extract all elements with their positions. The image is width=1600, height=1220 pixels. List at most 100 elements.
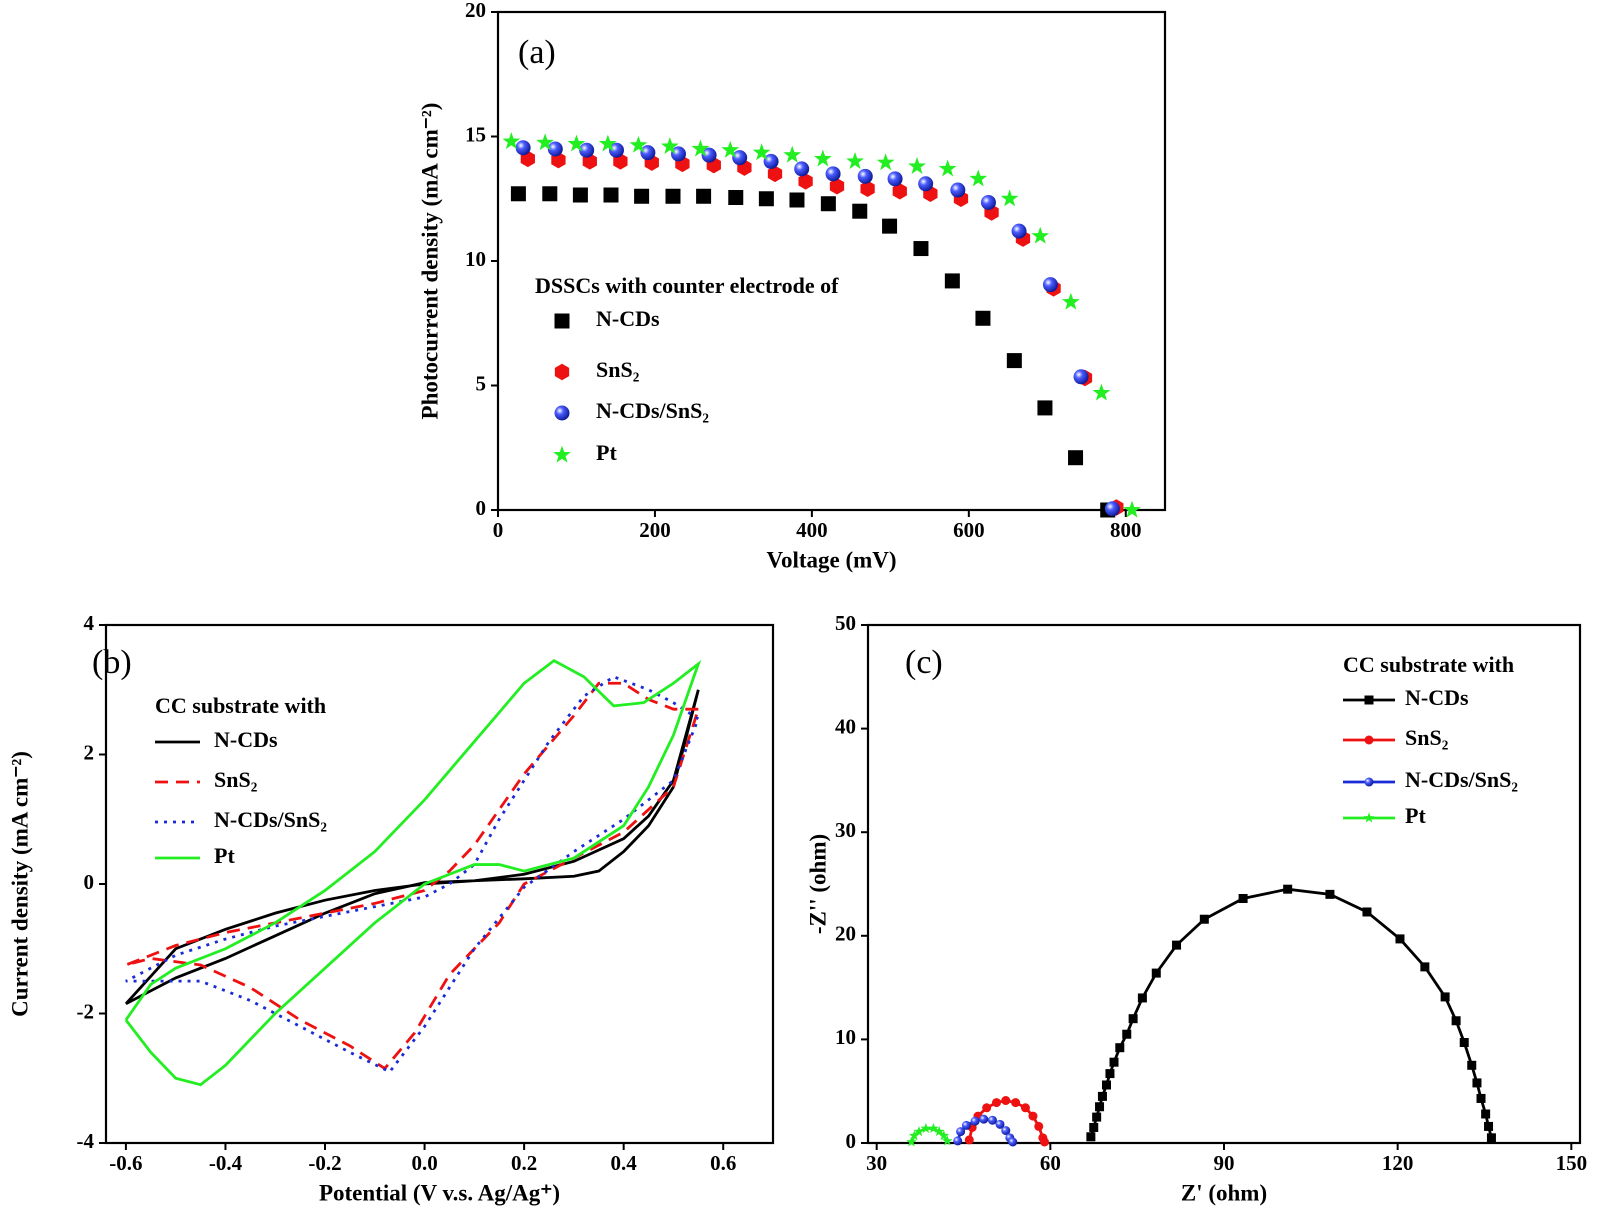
series-line: [124, 689, 700, 1006]
x-tick-label: 200: [639, 518, 671, 542]
marker: [670, 146, 686, 162]
marker: [1011, 1098, 1021, 1108]
marker: [1006, 353, 1022, 369]
marker: [1040, 1137, 1050, 1147]
y-axis-label: -Z'' (ohm): [805, 834, 830, 934]
marker: [829, 178, 845, 195]
legend-marker: [1364, 735, 1374, 745]
marker: [975, 310, 991, 326]
marker: [995, 1119, 1005, 1129]
marker: [1440, 992, 1450, 1002]
x-tick-label: 150: [1556, 1151, 1588, 1175]
x-tick-label: -0.4: [209, 1151, 243, 1175]
marker: [933, 1125, 945, 1137]
marker: [987, 1115, 997, 1125]
marker: [1128, 1014, 1138, 1024]
marker: [1001, 1126, 1011, 1136]
x-tick-label: 120: [1382, 1151, 1414, 1175]
marker: [1105, 1069, 1115, 1079]
marker: [691, 139, 710, 157]
marker: [1172, 940, 1182, 950]
marker: [547, 141, 563, 157]
x-tick-label: 0.0: [411, 1151, 437, 1175]
legend-label: SnS₂: [214, 767, 258, 792]
marker: [1481, 1109, 1491, 1119]
marker: [634, 188, 650, 204]
marker: [979, 1114, 989, 1124]
marker: [701, 147, 717, 163]
y-tick-label: 15: [465, 122, 486, 146]
marker: [789, 192, 805, 208]
legend-marker: [1364, 695, 1374, 705]
marker: [1151, 968, 1161, 978]
y-tick-label: -4: [77, 1129, 95, 1153]
marker: [1137, 993, 1147, 1003]
x-tick-label: 0.6: [710, 1151, 736, 1175]
marker: [763, 153, 779, 169]
marker: [1459, 1038, 1469, 1048]
y-tick-label: 0: [846, 1129, 857, 1153]
series-line: [124, 658, 702, 1087]
marker: [629, 135, 648, 153]
marker: [1109, 1057, 1119, 1067]
marker: [1028, 1111, 1038, 1121]
y-tick-label: 10: [835, 1025, 856, 1049]
marker: [1283, 884, 1293, 894]
marker: [1068, 450, 1084, 466]
marker: [918, 176, 934, 192]
x-tick-label: 600: [953, 518, 985, 542]
marker: [964, 1135, 974, 1145]
marker: [1486, 1133, 1496, 1143]
marker: [938, 1130, 950, 1141]
x-tick-label: 0.4: [611, 1151, 638, 1175]
marker: [980, 194, 996, 210]
marker: [928, 1122, 939, 1134]
marker: [1061, 292, 1080, 310]
marker: [1325, 889, 1335, 899]
y-tick-label: 5: [476, 371, 487, 395]
x-tick-label: 0.2: [511, 1151, 537, 1175]
marker: [1115, 1043, 1125, 1053]
panel-label: (a): [518, 34, 556, 71]
x-tick-label: 400: [796, 518, 828, 542]
panel-label: (c): [905, 644, 943, 681]
x-tick-label: 30: [866, 1151, 887, 1175]
series-line: [125, 675, 700, 1074]
x-axis-label: Potential (V v.s. Ag/Ag⁺): [319, 1180, 560, 1205]
marker: [882, 218, 898, 234]
marker: [783, 145, 802, 163]
marker: [515, 140, 531, 156]
marker: [640, 145, 656, 161]
legend-label: Pt: [1405, 803, 1426, 828]
marker: [696, 188, 712, 204]
marker: [603, 187, 619, 203]
marker: [950, 182, 966, 198]
marker: [941, 1135, 953, 1146]
marker: [846, 152, 864, 169]
legend-marker: [554, 405, 570, 421]
marker: [1000, 189, 1019, 207]
marker: [1395, 934, 1405, 944]
y-tick-label: 40: [835, 714, 856, 738]
marker: [1095, 1102, 1105, 1112]
marker: [913, 241, 929, 257]
series-line: [125, 681, 700, 1071]
marker: [908, 1130, 920, 1141]
marker: [1362, 907, 1372, 917]
x-tick-label: 60: [1040, 1151, 1061, 1175]
marker: [876, 153, 895, 171]
y-tick-label: 20: [465, 0, 486, 22]
marker: [579, 142, 595, 158]
marker: [1199, 914, 1209, 924]
y-axis-label: Photocurrent density (mA cm⁻²): [417, 103, 442, 420]
marker: [953, 1136, 963, 1146]
marker: [860, 180, 875, 198]
y-tick-label: -2: [77, 999, 95, 1023]
marker: [1086, 1132, 1096, 1142]
y-tick-label: 50: [835, 611, 856, 635]
marker: [1451, 1016, 1461, 1026]
legend-title: DSSCs with counter electrode of: [535, 273, 839, 298]
marker: [1420, 962, 1430, 972]
marker: [732, 150, 748, 166]
